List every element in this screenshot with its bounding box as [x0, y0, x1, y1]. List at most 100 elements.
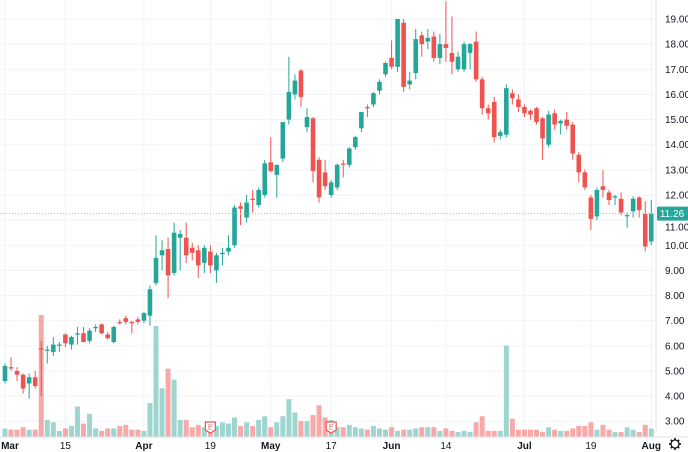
candle-body — [449, 52, 455, 62]
volume-bar — [201, 427, 207, 437]
volume-bars — [2, 315, 654, 437]
volume-bar — [437, 430, 443, 437]
candle-body — [594, 189, 600, 217]
volume-bar — [189, 427, 195, 437]
candle-body — [208, 251, 213, 266]
volume-bar — [624, 427, 630, 437]
candle-body — [322, 172, 328, 187]
y-tick-label: 19.00 — [665, 15, 688, 26]
candle-body — [334, 164, 340, 188]
volume-bar — [642, 424, 648, 437]
candle-body — [377, 81, 382, 91]
candle-body — [497, 132, 503, 136]
volume-bar — [232, 417, 238, 437]
volume-bar — [153, 325, 159, 437]
volume-bar — [606, 429, 612, 437]
volume-bar — [413, 428, 419, 437]
candle-body — [14, 370, 20, 375]
candle-body — [455, 56, 461, 70]
volume-bar — [473, 422, 479, 437]
price-axis[interactable]: 3.00 4.00 5.00 6.00 7.00 8.00 9.00 10.00 11.00 12… — [655, 0, 688, 452]
volume-bar — [564, 430, 570, 437]
y-tick-label: 18.00 — [665, 40, 688, 51]
volume-bar — [467, 432, 473, 437]
volume-bar — [389, 427, 395, 437]
y-tick-label: 7.00 — [665, 316, 685, 327]
volume-bar — [171, 379, 177, 437]
volume-bar — [183, 419, 189, 437]
candle-body — [346, 148, 352, 165]
candle-body — [93, 326, 98, 329]
volume-bar — [570, 428, 576, 437]
candle-body — [504, 88, 509, 135]
candle-body — [510, 93, 515, 99]
candle-body — [624, 215, 630, 217]
candle-body — [2, 365, 8, 382]
volume-bar — [364, 429, 370, 437]
candle-body — [401, 22, 406, 87]
candle-body — [44, 349, 50, 351]
volume-bar — [497, 430, 503, 437]
volume-bar — [256, 419, 262, 437]
volume-bar — [443, 428, 449, 437]
candle-body — [26, 377, 32, 384]
volume-bar — [213, 426, 219, 437]
price-axis-bg — [656, 0, 688, 452]
candle-body — [564, 119, 570, 126]
candle-body — [304, 117, 310, 128]
volume-bar — [534, 429, 540, 437]
candle-body — [280, 122, 286, 159]
volume-bar — [250, 426, 256, 437]
y-tick-label: 10.00 — [665, 241, 688, 252]
volume-bar — [298, 421, 304, 437]
volume-bar — [449, 430, 455, 437]
x-tick-label: 17 — [326, 441, 338, 452]
volume-bar — [20, 427, 26, 437]
candle-body — [431, 36, 437, 58]
y-tick-label: 13.00 — [665, 165, 688, 176]
candle-body — [147, 289, 153, 316]
candle-body — [81, 333, 86, 343]
volume-bar — [50, 422, 56, 437]
candle-body — [328, 182, 334, 195]
earnings-marker[interactable]: E — [325, 421, 337, 434]
candle-body — [220, 252, 225, 255]
candle-body — [491, 101, 497, 138]
volume-bar — [582, 426, 588, 437]
volume-bar — [340, 427, 346, 437]
volume-bar — [44, 419, 50, 437]
volume-bar — [123, 424, 129, 437]
volume-bar — [431, 427, 437, 437]
candle-body — [365, 106, 370, 109]
volume-bar — [618, 432, 624, 437]
volume-bar — [334, 427, 340, 437]
volume-bar — [558, 430, 564, 437]
volume-bar — [99, 430, 105, 437]
volume-bar — [594, 429, 600, 437]
candle-body — [165, 249, 171, 276]
volume-bar — [292, 412, 298, 437]
earnings-badge-icon — [204, 421, 216, 434]
candle-body — [636, 197, 642, 211]
candle-body — [534, 108, 539, 123]
gear-icon[interactable] — [669, 438, 681, 450]
x-tick-label: Jun — [383, 441, 401, 452]
candle-body — [419, 35, 425, 45]
candle-body — [371, 93, 376, 105]
volume-bar — [141, 430, 147, 437]
volume-bar — [352, 427, 358, 437]
volume-bar — [93, 428, 99, 437]
y-tick-label: 9.00 — [665, 266, 685, 277]
earnings-marker[interactable]: E — [204, 421, 216, 434]
candle-body — [540, 118, 545, 139]
volume-bar — [419, 427, 425, 437]
candle-body — [57, 344, 62, 346]
volume-bar — [159, 388, 165, 437]
candle-body — [443, 44, 449, 48]
candle-body — [473, 41, 479, 80]
candle-body — [292, 80, 298, 95]
candle-body — [38, 348, 44, 350]
time-axis[interactable]: Mar 15 Apr 19 May 17 Jun 14 Jul 19 Aug — [0, 436, 688, 452]
volume-bar — [370, 426, 376, 437]
